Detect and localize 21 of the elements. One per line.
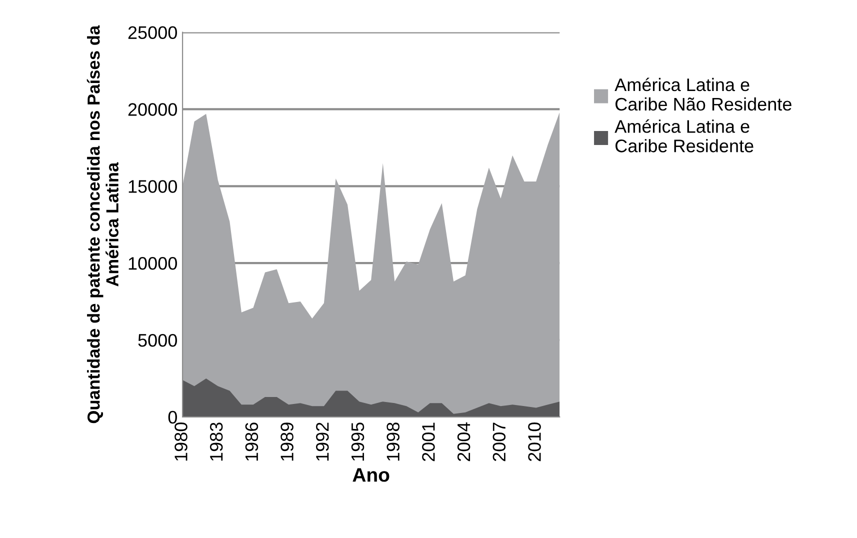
- y-tick-label: 15000: [128, 180, 177, 193]
- x-axis-title: Ano: [352, 468, 390, 482]
- x-tick-label: 1995: [351, 422, 364, 461]
- legend-label: América Latina e Caribe Não Residente: [614, 78, 792, 111]
- y-tick-label: 20000: [128, 103, 177, 116]
- x-tick-label: 2001: [422, 422, 435, 462]
- y-tick-label: 5000: [138, 334, 177, 347]
- x-tick-label: 2010: [528, 422, 541, 462]
- x-tick-label: 1998: [386, 422, 400, 461]
- x-tick-label: 2007: [492, 422, 506, 462]
- x-tick-label: 1992: [316, 422, 329, 461]
- y-tick-label: 25000: [128, 26, 177, 39]
- x-tick-label: 1983: [210, 422, 223, 461]
- y-tick-label: 10000: [128, 257, 177, 270]
- x-tick-label: 1980: [174, 422, 188, 461]
- x-tick-label: 1986: [245, 422, 258, 461]
- legend-label: América Latina e Caribe Residente: [614, 119, 754, 152]
- y-axis-title: Quantidade de patente concedida nos Países da América Latina: [86, 25, 118, 424]
- y-tick-label: 0: [168, 410, 177, 424]
- x-tick-label: 1989: [280, 422, 294, 461]
- x-tick-label: 2004: [457, 422, 470, 462]
